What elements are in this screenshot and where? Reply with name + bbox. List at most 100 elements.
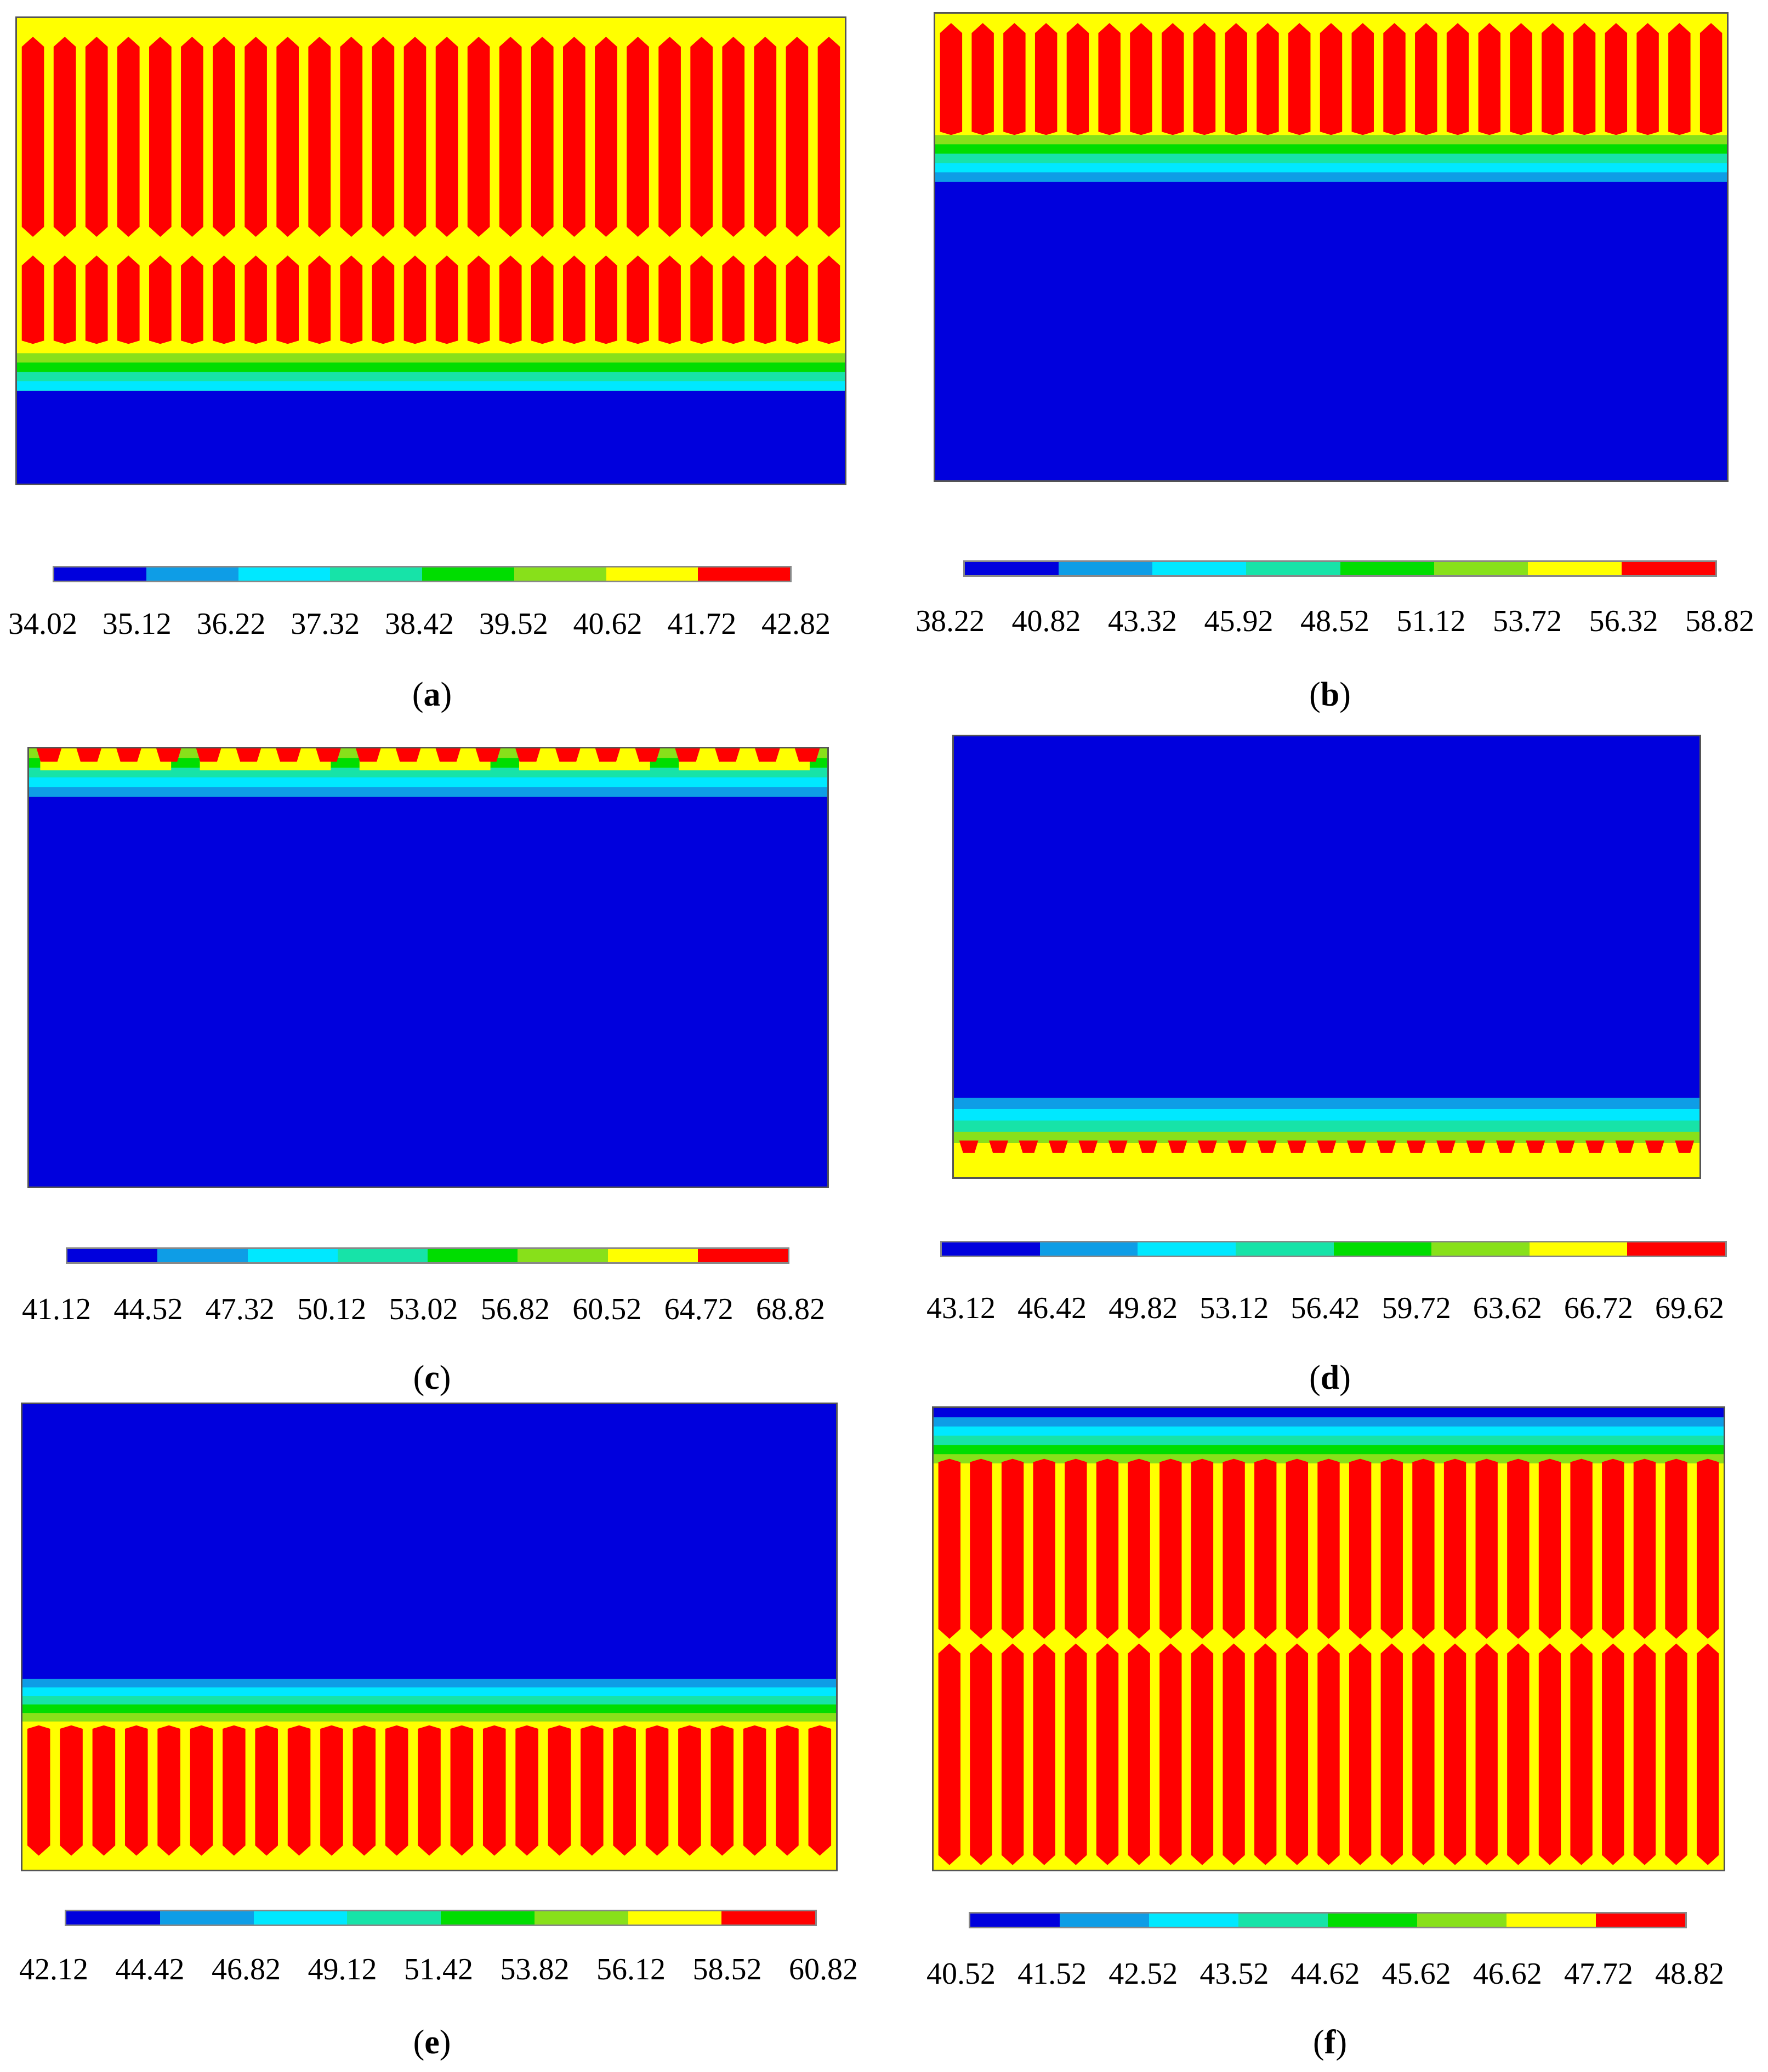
colorbar-tick-label: 50.12 [297, 1292, 367, 1326]
colorbar-tick-label: 56.12 [596, 1952, 666, 1986]
field-band [934, 1445, 1724, 1455]
colorbar-swatch [1246, 562, 1340, 575]
hot-column [213, 255, 235, 344]
hot-column [1128, 1458, 1150, 1639]
warm-zone [679, 748, 810, 770]
hot-column [320, 1725, 343, 1856]
hot-spot [1615, 1140, 1635, 1153]
hot-column [276, 36, 299, 237]
hot-column [1570, 1458, 1593, 1639]
colorbar-tick-label: 43.52 [1199, 1957, 1269, 1991]
hot-column [1475, 1643, 1498, 1865]
colorbar-swatch [1596, 1914, 1685, 1927]
hot-spot [395, 748, 421, 762]
hot-spot [794, 748, 820, 762]
hot-column [1317, 1643, 1340, 1865]
hot-column [223, 1725, 246, 1856]
colorbar-swatch [628, 1911, 722, 1925]
colorbar-swatch [518, 1249, 608, 1262]
colorbar-swatch [1340, 562, 1434, 575]
hot-spot [1317, 1140, 1337, 1153]
warm-zone [359, 748, 491, 770]
hot-spot [1496, 1140, 1515, 1153]
colorbar-tick-label: 48.52 [1300, 604, 1369, 638]
warm-zone [40, 748, 172, 770]
hot-spot [1108, 1140, 1128, 1153]
colorbar-swatch [337, 1249, 428, 1262]
field-band [954, 1120, 1699, 1132]
colorbar-tick-label: 47.72 [1564, 1957, 1633, 1991]
hot-spot [1287, 1140, 1307, 1153]
hot-column [53, 255, 76, 344]
hot-spot [116, 748, 141, 762]
colorbar-swatch [330, 567, 422, 581]
hot-column [1507, 1458, 1530, 1639]
colorbar-tick-label: 53.12 [1199, 1291, 1269, 1325]
colorbar-swatch [1235, 1242, 1334, 1256]
hot-column [595, 36, 617, 237]
panel-label-f: (f) [1313, 2024, 1347, 2061]
colorbar-swatch [54, 567, 146, 581]
hot-column [658, 36, 681, 237]
warm-zone [519, 748, 650, 770]
hot-column [1446, 23, 1469, 135]
hot-column [1573, 23, 1596, 135]
colorbar-tick-label: 56.82 [480, 1292, 550, 1326]
hot-column [124, 1725, 148, 1856]
colorbar-swatch [607, 1249, 698, 1262]
hot-column [581, 1725, 604, 1856]
hot-column [418, 1725, 441, 1856]
hot-column [181, 36, 203, 237]
colorbar-tick-label: 64.72 [664, 1292, 734, 1326]
colorbar-tick-label: 53.72 [1493, 604, 1562, 638]
hot-column [1665, 1643, 1687, 1865]
hot-column [1510, 23, 1532, 135]
hot-column [1412, 1458, 1435, 1639]
colorbar-swatch [1059, 562, 1153, 575]
hot-column [970, 1643, 992, 1865]
hot-spot [1227, 1140, 1247, 1153]
colorbar-tick-label: 41.52 [1017, 1957, 1087, 1991]
hot-spot [76, 748, 101, 762]
hot-column [308, 255, 331, 344]
colorbar-swatch [534, 1911, 628, 1925]
colorbar-swatch [697, 1249, 788, 1262]
colorbar-tick-label: 44.52 [113, 1292, 183, 1326]
hot-column [92, 1725, 116, 1856]
hot-column [190, 1725, 213, 1856]
hot-spot [1138, 1140, 1158, 1153]
hot-column [1320, 23, 1343, 135]
hot-column [1668, 23, 1691, 135]
colorbar-tick-label: 37.32 [291, 607, 360, 641]
hot-column [1286, 1643, 1309, 1865]
hot-column [595, 255, 617, 344]
colorbar-tick-label: 51.42 [404, 1952, 473, 1986]
panel-label-d: (d) [1309, 1359, 1351, 1397]
colorbar-tick-label: 60.82 [789, 1952, 858, 1986]
hot-column [255, 1725, 278, 1856]
hot-spot [1019, 1140, 1038, 1153]
colorbar-tick-label: 46.42 [1017, 1291, 1087, 1325]
field-band [934, 1417, 1724, 1427]
hot-spot [595, 748, 621, 762]
hot-spot [1466, 1140, 1486, 1153]
colorbar-tick-label: 42.12 [19, 1952, 88, 1986]
hot-column [435, 255, 458, 344]
hot-column [754, 36, 777, 237]
hot-column [743, 1725, 766, 1856]
hot-column [658, 255, 681, 344]
hot-column [940, 23, 963, 135]
colorbar-a [53, 566, 792, 582]
hot-spot [1645, 1140, 1664, 1153]
hot-column [1697, 1643, 1719, 1865]
field-band [935, 144, 1727, 154]
colorbar-e [65, 1910, 817, 1926]
colorbar-tick-label: 42.52 [1108, 1957, 1178, 1991]
colorbar-swatch [422, 567, 514, 581]
hot-spot [675, 748, 700, 762]
field-band [22, 1713, 836, 1722]
hot-column [403, 36, 427, 237]
hot-spot [959, 1140, 979, 1153]
hot-column [722, 36, 745, 237]
hot-column [353, 1725, 376, 1856]
